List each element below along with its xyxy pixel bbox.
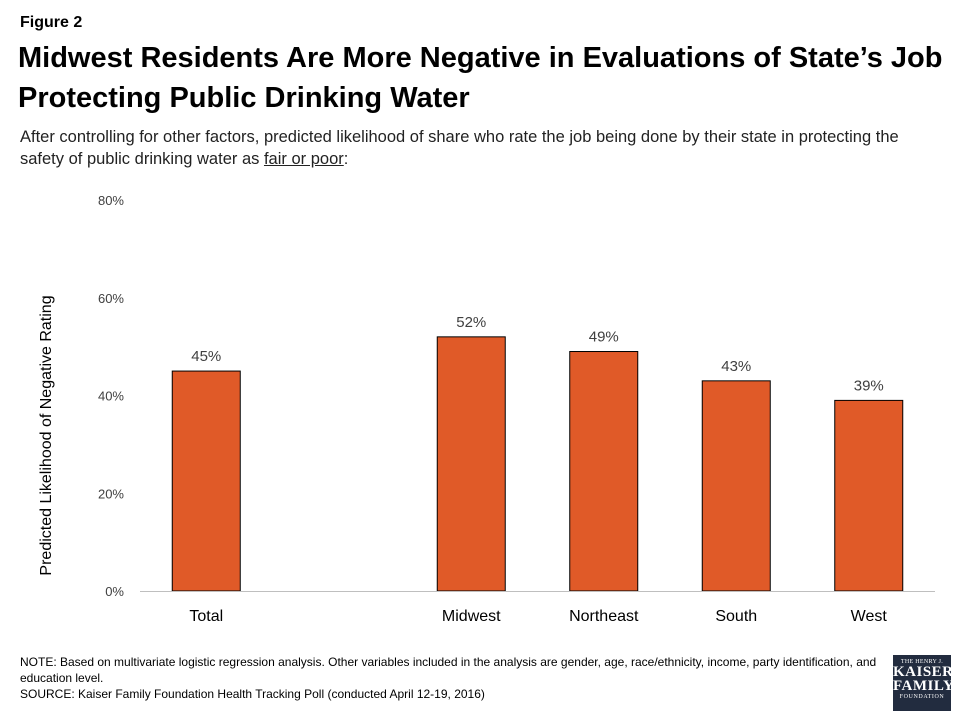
logo-line-1: THE HENRY J. bbox=[900, 659, 944, 665]
logo-line-2b: FAMILY bbox=[893, 678, 955, 694]
note-text: NOTE: Based on multivariate logistic reg… bbox=[20, 655, 877, 685]
bar bbox=[436, 336, 506, 592]
subtitle-text: After controlling for other factors, pre… bbox=[20, 128, 899, 168]
y-axis-title: Predicted Likelihood of Negative Rating bbox=[38, 295, 55, 575]
y-tick-labels: 0% 20% 40% 60% 80% bbox=[98, 193, 124, 599]
subtitle-underlined-text: fair or poor bbox=[263, 150, 344, 168]
bar bbox=[834, 399, 904, 592]
bar bbox=[171, 370, 241, 592]
source-text: SOURCE: Kaiser Family Foundation Health … bbox=[20, 687, 485, 701]
logo-line-2a: KAISER bbox=[893, 664, 954, 680]
bar bbox=[569, 351, 639, 592]
y-tick-label: 80% bbox=[98, 193, 124, 208]
data-label: 45% bbox=[191, 348, 221, 365]
footnote: NOTE: Based on multivariate logistic reg… bbox=[20, 654, 880, 702]
data-label: 43% bbox=[721, 358, 751, 375]
y-axis-title-group: Predicted Likelihood of Negative Rating bbox=[38, 295, 55, 575]
y-tick-label: 0% bbox=[105, 584, 124, 599]
chart-subtitle: After controlling for other factors, pre… bbox=[20, 126, 945, 170]
x-tick-label: Northeast bbox=[569, 608, 639, 625]
data-label: 49% bbox=[589, 329, 619, 346]
data-labels: 45% 52% 49% 43% 39% bbox=[191, 314, 884, 395]
data-label: 39% bbox=[854, 377, 884, 394]
x-tick-label: Midwest bbox=[442, 608, 501, 625]
chart-title: Midwest Residents Are More Negative in E… bbox=[18, 42, 943, 114]
y-tick-label: 60% bbox=[98, 291, 124, 306]
bar-chart: Predicted Likelihood of Negative Rating … bbox=[38, 193, 935, 625]
data-label: 52% bbox=[456, 314, 486, 331]
x-tick-labels: Total Midwest Northeast South West bbox=[189, 608, 887, 625]
bar bbox=[701, 380, 771, 592]
figure-label: Figure 2 bbox=[20, 14, 83, 31]
logo-line-3: FOUNDATION bbox=[899, 694, 945, 700]
y-tick-label: 40% bbox=[98, 389, 124, 404]
x-tick-label: South bbox=[715, 608, 757, 625]
kff-logo: THE HENRY J. KAISER FAMILY FOUNDATION bbox=[893, 655, 955, 711]
x-tick-label: West bbox=[851, 608, 888, 625]
x-tick-label: Total bbox=[189, 608, 223, 625]
subtitle-suffix: : bbox=[343, 150, 349, 168]
y-tick-label: 20% bbox=[98, 486, 124, 501]
bars bbox=[171, 336, 904, 592]
